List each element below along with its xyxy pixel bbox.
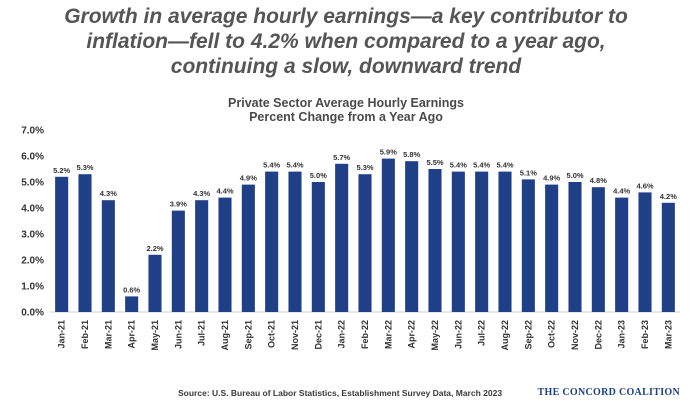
headline: Growth in average hourly earnings—a key … xyxy=(0,4,692,79)
data-label: 4.9% xyxy=(543,174,560,183)
x-tick-label: Jul-21 xyxy=(197,320,207,346)
bar xyxy=(545,184,559,312)
data-label: 5.8% xyxy=(403,150,420,159)
data-label: 5.9% xyxy=(380,148,397,157)
x-tick-label: Aug-22 xyxy=(500,320,510,351)
data-label: 4.3% xyxy=(100,189,117,198)
bar xyxy=(615,197,629,312)
x-tick-label: Apr-21 xyxy=(127,320,137,349)
bar xyxy=(241,184,255,312)
bar xyxy=(288,171,302,312)
bar xyxy=(591,187,605,312)
y-tick-label: 4.0% xyxy=(21,204,44,215)
x-tick-label: Oct-22 xyxy=(547,320,557,348)
bar xyxy=(125,296,139,312)
data-label: 4.9% xyxy=(240,174,257,183)
data-label: 4.6% xyxy=(636,181,653,190)
bar xyxy=(521,179,535,312)
bar xyxy=(358,174,372,312)
y-tick-label: 5.0% xyxy=(21,178,44,189)
bar xyxy=(195,200,209,312)
data-label: 5.4% xyxy=(473,161,490,170)
bar xyxy=(101,200,115,312)
data-label: 5.0% xyxy=(310,171,327,180)
data-label: 5.4% xyxy=(263,161,280,170)
bar xyxy=(55,176,69,312)
x-tick-label: Feb-22 xyxy=(360,320,370,349)
bar-chart: 0.0% 1.0% 2.0% 3.0% 4.0% 5.0% 6.0% 7.0% 5.2% Jan-… xyxy=(21,126,680,351)
x-tick-label: May-21 xyxy=(150,320,160,351)
source-note: Source: U.S. Bureau of Labor Statistics,… xyxy=(178,388,503,398)
data-label: 4.8% xyxy=(590,176,607,185)
data-label: 4.4% xyxy=(216,187,233,196)
y-tick-label: 7.0% xyxy=(21,126,44,137)
bar xyxy=(171,210,185,312)
data-label: 5.4% xyxy=(450,161,467,170)
data-label: 4.3% xyxy=(193,189,210,198)
bar xyxy=(498,171,512,312)
headline-line-3: continuing a slow, downward trend xyxy=(170,55,522,78)
headline-line-2: inflation—fell to 4.2% when compared to … xyxy=(86,30,606,53)
y-tick-label: 0.0% xyxy=(21,308,44,319)
data-label: 4.2% xyxy=(660,192,677,201)
x-tick-label: Sep-21 xyxy=(243,320,253,350)
data-label: 5.2% xyxy=(53,166,70,175)
x-tick-label: Apr-22 xyxy=(407,320,417,349)
bar xyxy=(78,174,92,312)
data-label: 3.9% xyxy=(170,200,187,209)
bar xyxy=(405,161,419,312)
bar xyxy=(568,182,582,312)
x-tick-label: Jun-22 xyxy=(453,320,463,349)
x-tick-label: Mar-22 xyxy=(383,320,393,349)
y-tick-label: 1.0% xyxy=(21,282,44,293)
x-tick-label: Jan-21 xyxy=(57,320,67,349)
y-tick-label: 2.0% xyxy=(21,256,44,267)
data-label: 0.6% xyxy=(123,285,140,294)
data-label: 5.3% xyxy=(356,163,373,172)
x-tick-label: Feb-21 xyxy=(80,320,90,349)
chart-title-block: Private Sector Average Hourly Earnings P… xyxy=(0,96,692,124)
data-label: 4.4% xyxy=(613,187,630,196)
data-label: 5.4% xyxy=(286,161,303,170)
x-tick-label: Jun-21 xyxy=(173,320,183,349)
x-tick-label: Dec-22 xyxy=(593,320,603,350)
x-tick-label: Jan-22 xyxy=(337,320,347,349)
x-tick-label: Jul-22 xyxy=(477,320,487,346)
x-tick-label: Mar-23 xyxy=(663,320,673,349)
headline-line-1: Growth in average hourly earnings—a key … xyxy=(64,5,628,28)
bar xyxy=(148,254,162,312)
y-tick-label: 3.0% xyxy=(21,230,44,241)
data-label: 5.7% xyxy=(333,153,350,162)
data-label: 5.5% xyxy=(426,158,443,167)
x-tick-label: Feb-23 xyxy=(640,320,650,349)
bar xyxy=(265,171,279,312)
bar xyxy=(428,169,442,312)
concord-coalition-logo: THE CONCORD COALITION xyxy=(537,387,680,398)
bar xyxy=(475,171,489,312)
y-tick-label: 6.0% xyxy=(21,152,44,163)
bar xyxy=(451,171,465,312)
bar xyxy=(381,158,395,312)
x-tick-label: Mar-21 xyxy=(103,320,113,349)
bar xyxy=(311,182,325,312)
x-tick-label: Jan-23 xyxy=(617,320,627,349)
x-tick-label: Oct-21 xyxy=(267,320,277,348)
data-label: 5.3% xyxy=(76,163,93,172)
x-tick-label: Aug-21 xyxy=(220,320,230,351)
x-tick-label: Nov-22 xyxy=(570,320,580,350)
data-label: 5.4% xyxy=(496,161,513,170)
bar xyxy=(335,163,349,312)
bar xyxy=(661,202,675,312)
x-tick-label: Sep-22 xyxy=(523,320,533,350)
data-label: 2.2% xyxy=(146,244,163,253)
bar xyxy=(638,192,652,312)
bar xyxy=(218,197,232,312)
data-label: 5.1% xyxy=(520,168,537,177)
x-tick-label: Dec-21 xyxy=(313,320,323,350)
x-tick-label: May-22 xyxy=(430,320,440,351)
chart-title: Private Sector Average Hourly Earnings xyxy=(228,96,464,110)
chart-subtitle: Percent Change from a Year Ago xyxy=(249,110,443,124)
x-tick-label: Nov-21 xyxy=(290,320,300,350)
data-label: 5.0% xyxy=(566,171,583,180)
